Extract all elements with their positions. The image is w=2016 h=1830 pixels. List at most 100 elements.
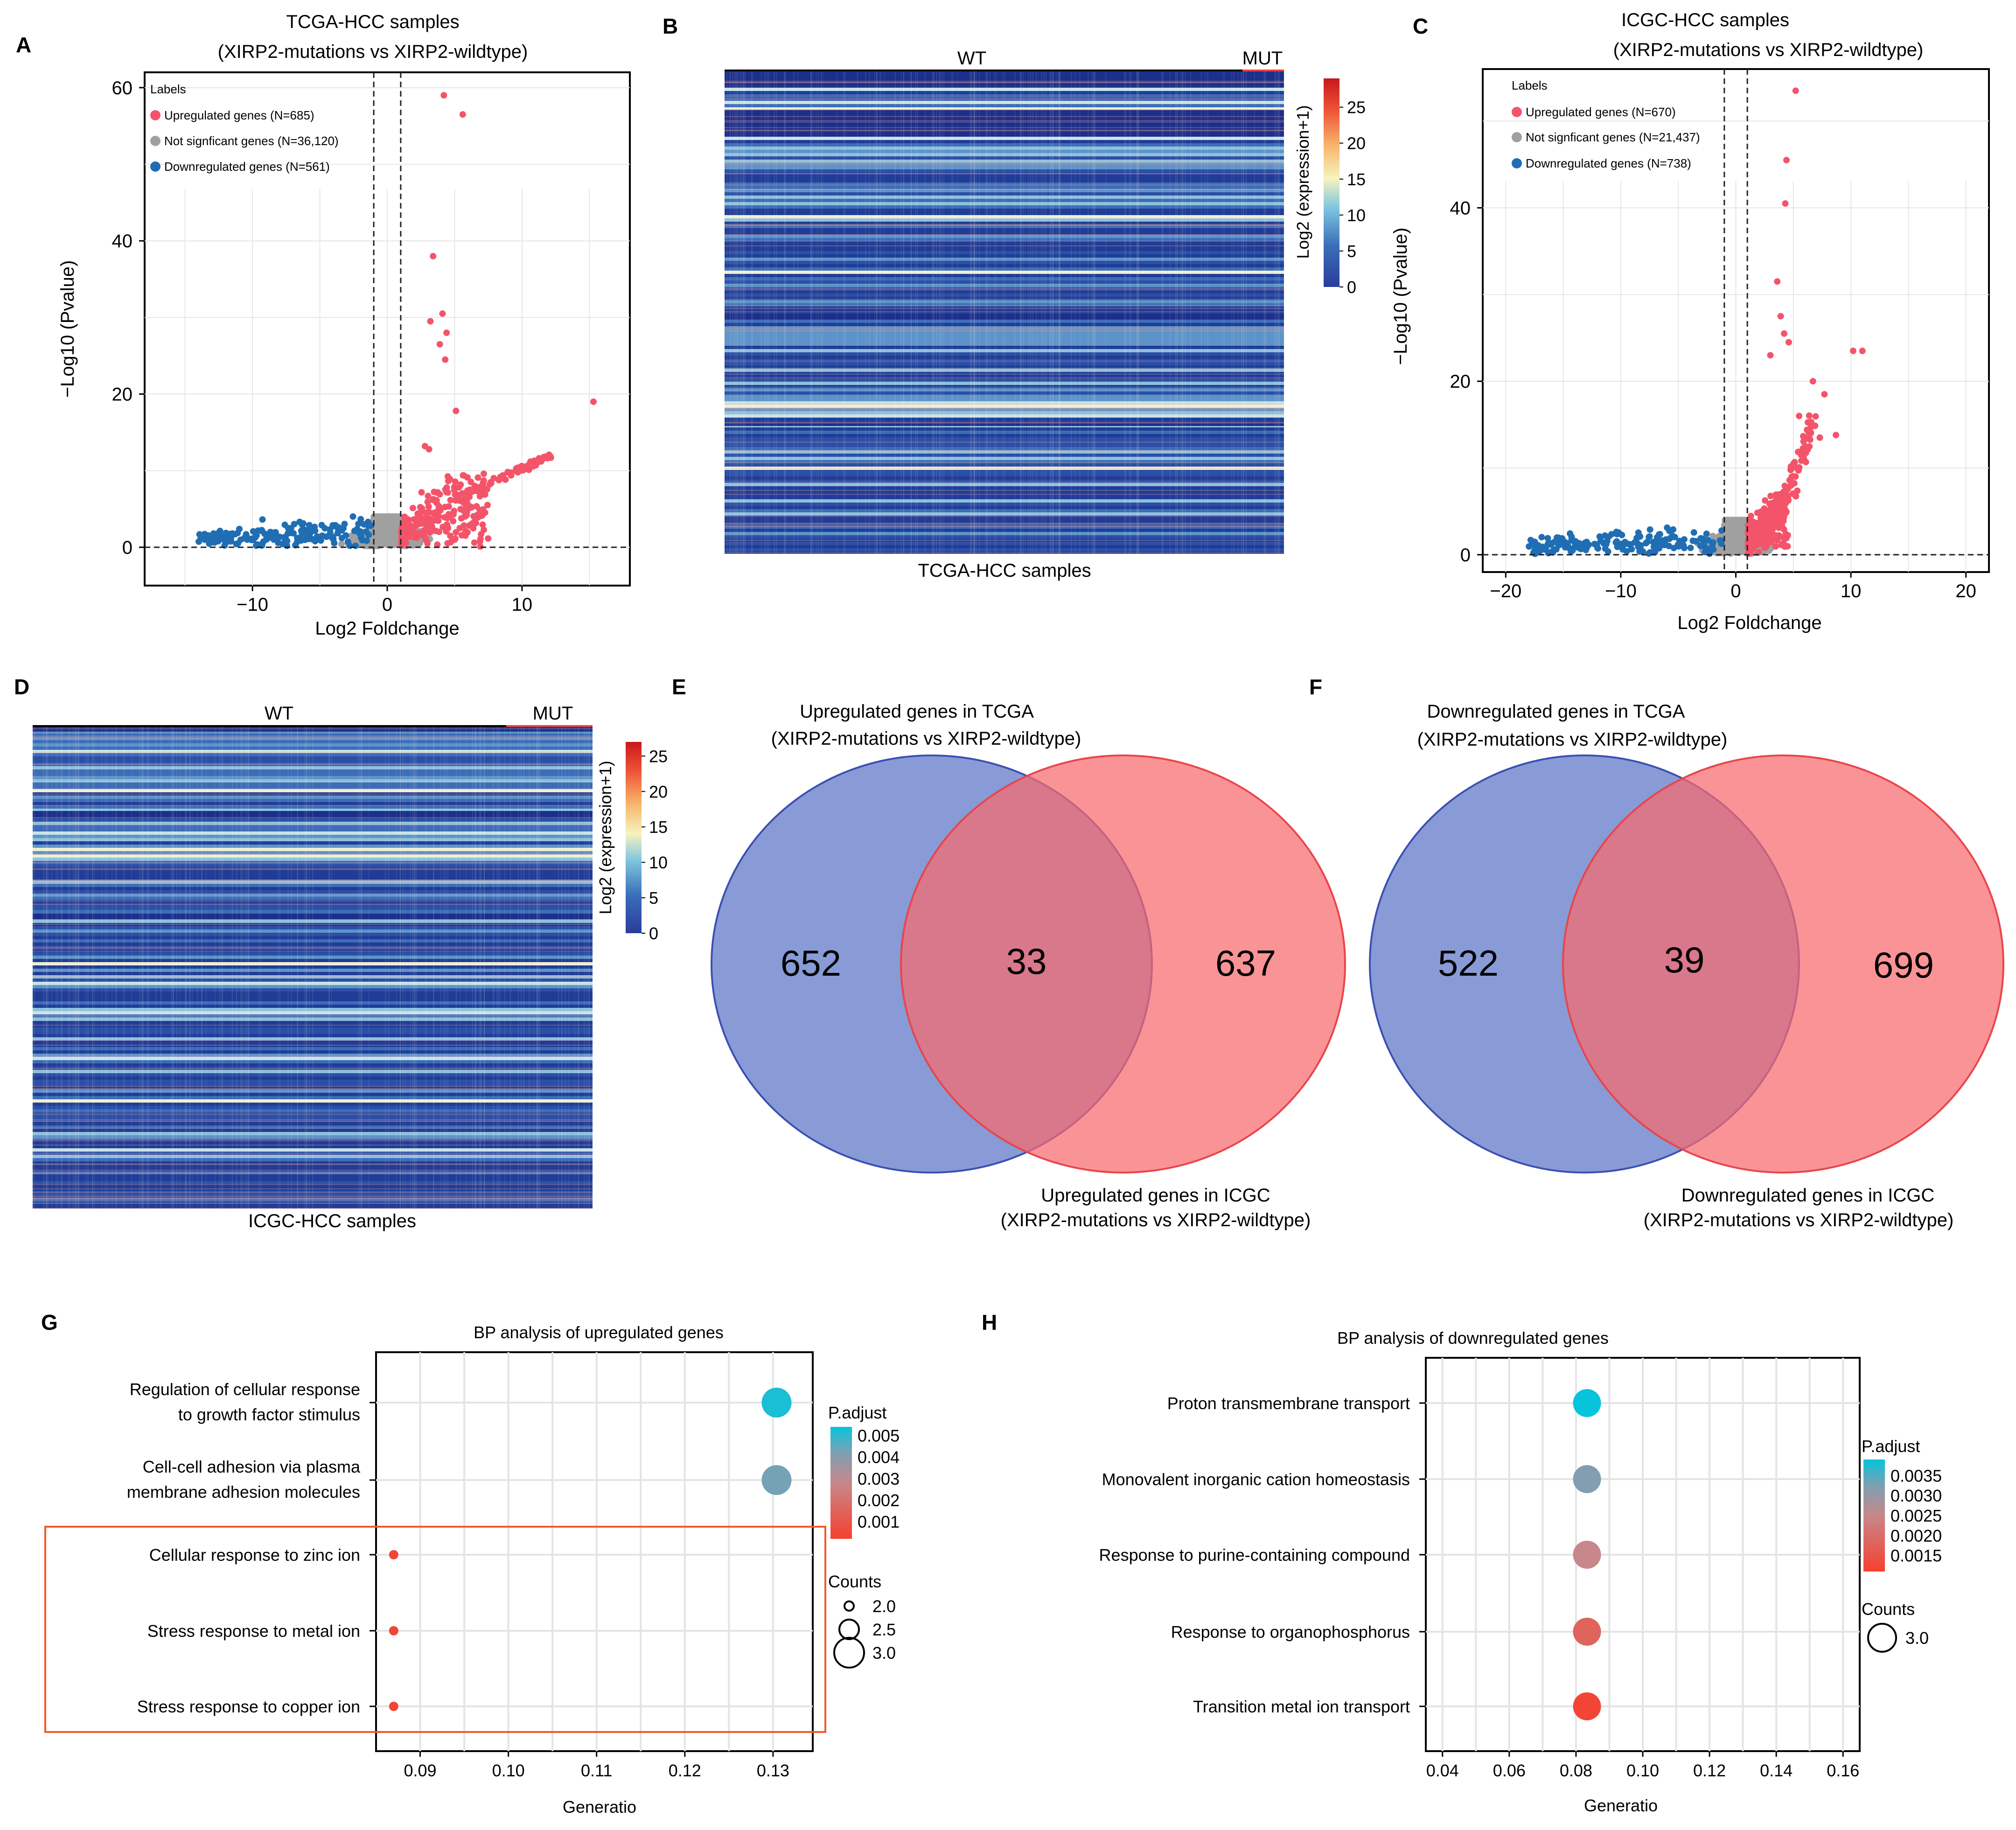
volcano-a-x-ticks: −10 0 10	[237, 586, 532, 615]
dotplot-g-frame	[375, 1351, 814, 1752]
b-heat-column	[1032, 71, 1033, 554]
b-heat-column	[744, 71, 746, 554]
d-heat-column	[68, 727, 69, 1208]
d-heat-column	[62, 727, 63, 1208]
b-heat-row	[725, 333, 1284, 336]
g-colorbar-tick-label: 0.004	[858, 1448, 900, 1467]
b-heat-column	[957, 71, 958, 554]
d-heat-row	[33, 779, 593, 782]
b-heat-column	[751, 71, 752, 554]
b-colorbar-tick-label: 25	[1347, 98, 1366, 117]
upregulated-point	[1785, 339, 1792, 346]
upregulated-point	[502, 476, 509, 483]
b-heat-column	[1242, 71, 1244, 554]
volcano-c-y-label: −Log10 (Pvalue)	[1390, 228, 1411, 365]
d-heat-row	[33, 766, 593, 769]
d-heat-row	[33, 969, 593, 972]
b-heat-column	[1091, 71, 1093, 554]
b-heat-highrow	[725, 82, 1284, 83]
b-heat-row	[725, 94, 1284, 98]
b-heat-column	[857, 71, 858, 554]
downregulated-point	[1569, 547, 1576, 554]
downregulated-point	[216, 528, 223, 535]
d-heat-highrow	[33, 1016, 593, 1018]
b-heat-column	[1050, 71, 1051, 554]
volcano-c-y-ticks: 0 20 40	[1450, 198, 1483, 566]
b-heat-highrow	[725, 109, 1284, 111]
upregulated-point	[452, 478, 459, 485]
heatmap-b-body	[725, 71, 1285, 554]
d-heat-row	[33, 1122, 593, 1125]
upregulated-point	[400, 533, 407, 540]
d-heat-column	[147, 727, 148, 1208]
b-heat-row	[725, 209, 1284, 212]
downregulated-point	[301, 536, 308, 543]
b-heat-column	[1049, 71, 1051, 554]
h-category-label: Response to organophosphorus	[1171, 1622, 1410, 1641]
d-heat-row	[33, 1191, 593, 1194]
d-heat-row	[33, 864, 593, 867]
d-heat-column	[412, 727, 413, 1208]
b-heat-row	[725, 258, 1284, 261]
b-heat-column	[884, 71, 885, 554]
b-colorbar-tick-label: 15	[1347, 170, 1366, 189]
d-heat-highrow	[33, 1163, 593, 1165]
b-heat-column	[776, 71, 777, 554]
d-heat-column	[360, 727, 361, 1208]
dotplot-h-grid	[1426, 1358, 1860, 1751]
d-heat-highrow	[33, 1086, 593, 1087]
d-heat-row	[33, 867, 593, 871]
upregulated-point	[401, 515, 408, 522]
not-significant-point	[379, 520, 386, 527]
dotplot-h-points	[1573, 1389, 1601, 1720]
venn-e-set-b-circle	[900, 754, 1346, 1173]
d-heat-band	[33, 727, 593, 732]
b-heat-row	[725, 440, 1284, 444]
dotplot-h-title: BP analysis of downregulated genes	[1337, 1328, 1609, 1348]
b-heat-row	[725, 212, 1284, 215]
b-heat-row	[725, 444, 1284, 447]
d-heat-column	[537, 727, 538, 1208]
upregulated-point	[443, 484, 450, 491]
b-heat-column	[894, 71, 896, 554]
g-size-label: 3.0	[872, 1643, 896, 1662]
d-heat-row	[33, 1034, 593, 1037]
b-heat-column	[736, 71, 737, 554]
upregulated-point	[437, 507, 444, 514]
b-heat-row	[725, 205, 1284, 209]
b-heat-column	[1254, 71, 1255, 554]
d-heat-row	[33, 769, 593, 773]
b-heat-highrow	[725, 377, 1284, 378]
d-heat-row	[33, 1129, 593, 1132]
b-heat-row	[725, 244, 1284, 248]
b-heat-row	[725, 463, 1284, 467]
dotplot-h-size-legend: 3.0	[1867, 1623, 1929, 1653]
venn-f-set-a-sub: (XIRP2-mutations vs XIRP2-wildtype)	[1417, 729, 1728, 750]
d-heat-column	[258, 727, 259, 1208]
b-colorbar-tick-label: 0	[1347, 278, 1356, 297]
d-heat-row	[33, 1201, 593, 1204]
d-heat-band	[33, 914, 593, 919]
upregulated-point	[457, 506, 464, 513]
d-heat-row	[33, 1076, 593, 1080]
upregulated-point	[1796, 412, 1803, 419]
upregulated-point	[1770, 516, 1777, 523]
d-heat-column	[172, 727, 174, 1208]
c-y-tick-label: 40	[1450, 198, 1471, 218]
d-heat-row	[33, 822, 593, 825]
d-heat-row	[33, 1005, 593, 1008]
venn-f-set-b-sub: (XIRP2-mutations vs XIRP2-wildtype)	[1644, 1210, 1954, 1230]
g-x-tick-label: 0.09	[404, 1761, 437, 1780]
downregulated-point	[1661, 539, 1668, 546]
d-heat-row	[33, 1142, 593, 1145]
d-heat-row	[33, 959, 593, 962]
upregulated-point	[479, 521, 486, 528]
b-heat-column	[1224, 71, 1225, 554]
volcano-a-legend-down-swatch	[150, 161, 160, 172]
b-heat-band	[725, 421, 1284, 426]
upregulated-point	[1787, 467, 1794, 474]
upregulated-point	[1767, 352, 1774, 359]
b-heat-column	[1105, 71, 1106, 554]
upregulated-point	[1789, 490, 1796, 497]
d-heat-highrow	[33, 1195, 593, 1197]
